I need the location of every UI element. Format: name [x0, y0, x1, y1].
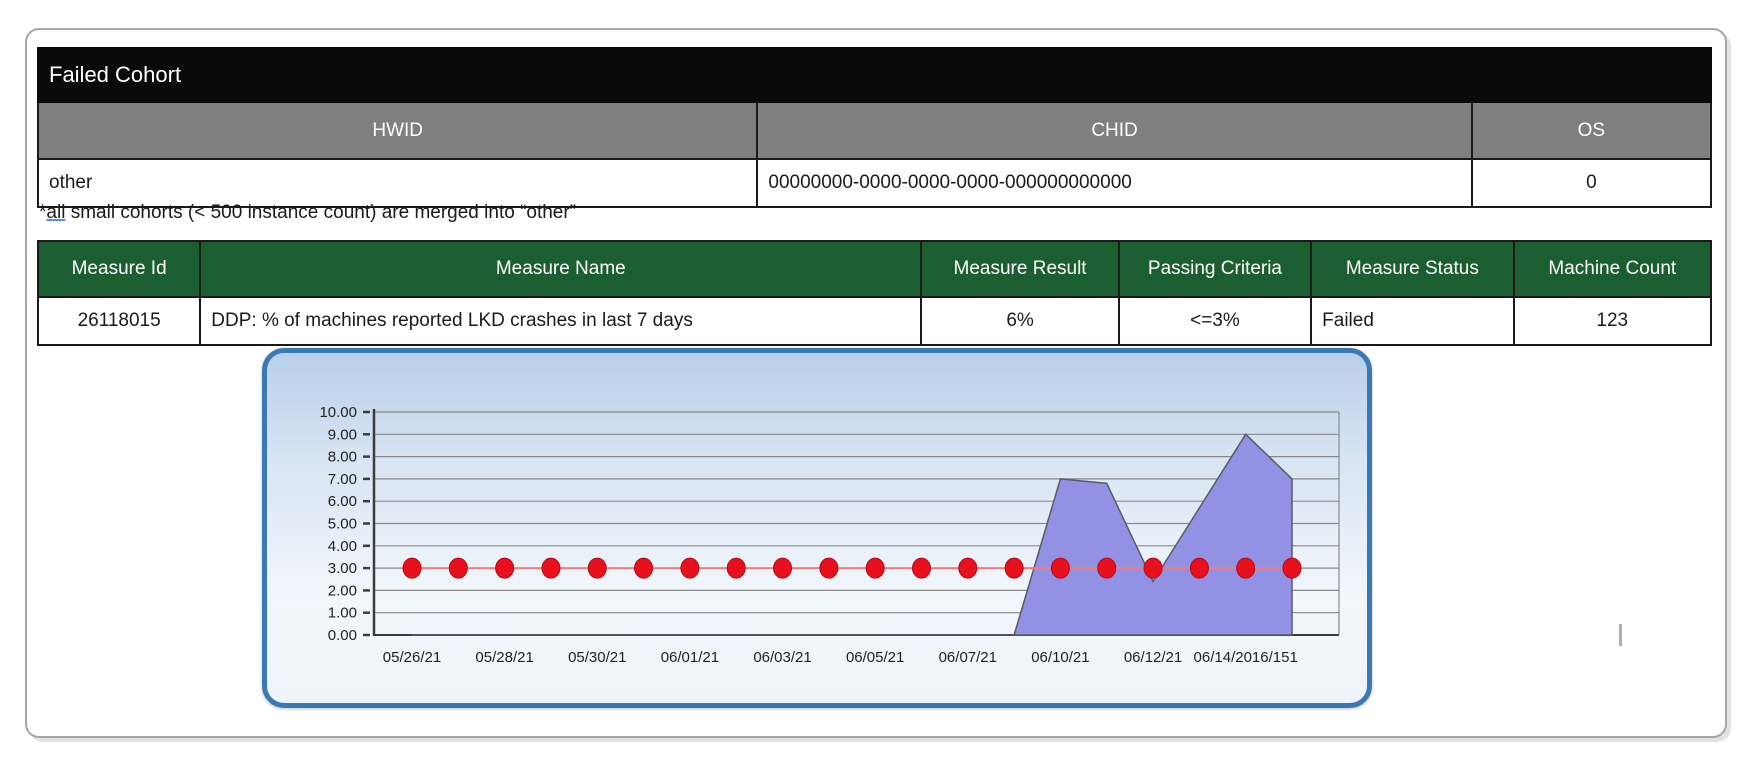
svg-text:06/05/21: 06/05/21 [846, 649, 904, 666]
failed-cohort-data-row: other 00000000-0000-0000-0000-0000000000… [36, 158, 1713, 208]
svg-text:4.00: 4.00 [328, 538, 357, 555]
col-header-hwid: HWID [36, 101, 759, 160]
footnote-text: small cohorts (< 500 instance count) are… [65, 202, 577, 223]
failed-cohort-title-row: Failed Cohort [37, 47, 1712, 103]
svg-text:06/14/2016/151: 06/14/2016/151 [1194, 649, 1298, 666]
hwid-value: other [36, 158, 759, 208]
measures-table: Measure Id Measure Name Measure Result P… [36, 240, 1713, 346]
footnote-star: * [39, 202, 47, 223]
svg-text:05/28/21: 05/28/21 [475, 649, 533, 666]
svg-text:7.00: 7.00 [328, 471, 357, 488]
svg-text:05/26/21: 05/26/21 [383, 649, 441, 666]
passing-criteria-value: <=3% [1117, 296, 1313, 346]
col-header-passing-criteria: Passing Criteria [1117, 240, 1313, 298]
svg-text:1.00: 1.00 [328, 605, 357, 622]
svg-text:9.00: 9.00 [328, 426, 357, 443]
os-value: 0 [1470, 158, 1713, 208]
col-header-measure-status: Measure Status [1310, 240, 1515, 298]
svg-text:3.00: 3.00 [328, 560, 357, 577]
chid-value: 00000000-0000-0000-0000-000000000000 [756, 158, 1473, 208]
measure-name-value: DDP: % of machines reported LKD crashes … [199, 296, 923, 346]
failed-cohort-table: Failed Cohort HWID CHID OS other 0000000… [36, 47, 1713, 208]
svg-text:06/03/21: 06/03/21 [753, 649, 811, 666]
machine-count-value: 123 [1512, 296, 1713, 346]
svg-text:06/01/21: 06/01/21 [661, 649, 719, 666]
text-cursor [1619, 624, 1622, 646]
col-header-chid: CHID [756, 101, 1473, 160]
cohort-footnote: *all small cohorts (< 500 instance count… [39, 202, 576, 224]
col-header-os: OS [1470, 101, 1713, 160]
svg-text:10.00: 10.00 [319, 404, 357, 421]
col-header-measure-name: Measure Name [199, 240, 923, 298]
svg-text:2.00: 2.00 [328, 582, 357, 599]
failed-cohort-title: Failed Cohort [37, 47, 1712, 103]
measure-id-value: 26118015 [36, 296, 202, 346]
trend-chart-card: 0.00 1.00 2.00 3.00 4.00 5.00 6.00 7.00 8.00 9.00… [262, 348, 1372, 708]
svg-text:05/30/21: 05/30/21 [568, 649, 626, 666]
svg-text:06/12/21: 06/12/21 [1124, 649, 1182, 666]
svg-text:8.00: 8.00 [328, 449, 357, 466]
col-header-measure-id: Measure Id [36, 240, 202, 298]
svg-text:6.00: 6.00 [328, 493, 357, 510]
col-header-machine-count: Machine Count [1512, 240, 1713, 298]
footnote-underlined-word: all [46, 202, 66, 223]
measure-result-value: 6% [920, 296, 1120, 346]
svg-text:5.00: 5.00 [328, 516, 357, 533]
measure-status-value: Failed [1310, 296, 1515, 346]
svg-text:0.00: 0.00 [328, 627, 357, 644]
trend-chart-svg: 0.00 1.00 2.00 3.00 4.00 5.00 6.00 7.00 8.00 9.00… [319, 404, 1340, 666]
measures-header-row: Measure Id Measure Name Measure Result P… [36, 240, 1713, 298]
col-header-measure-result: Measure Result [920, 240, 1120, 298]
measure-data-row: 26118015 DDP: % of machines reported LKD… [36, 296, 1713, 346]
svg-text:06/10/21: 06/10/21 [1031, 649, 1089, 666]
svg-text:06/07/21: 06/07/21 [939, 649, 997, 666]
report-page: Failed Cohort HWID CHID OS other 0000000… [25, 28, 1727, 738]
failed-cohort-header-row: HWID CHID OS [36, 101, 1713, 160]
